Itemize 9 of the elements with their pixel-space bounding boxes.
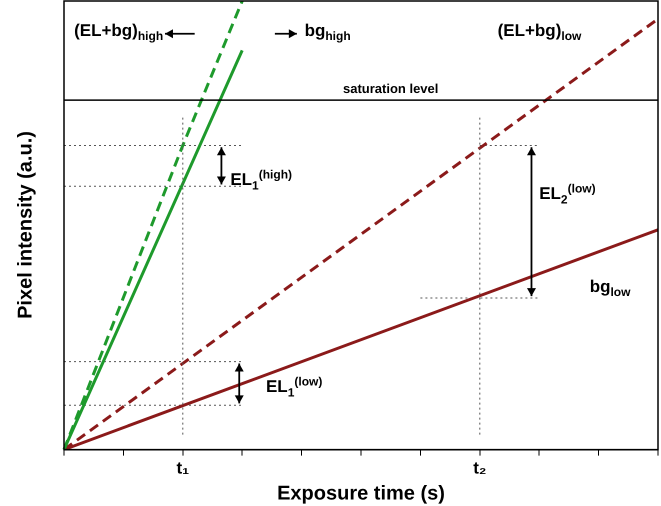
- ref-line-label: saturation level: [343, 81, 438, 96]
- annotation: bg$_{high}$: [304, 21, 351, 44]
- x-axis-title: Exposure time (s): [277, 482, 445, 505]
- annotation: bg$_{low}$: [590, 276, 630, 300]
- annotation: (EL+bg)$_{high}$: [74, 21, 164, 44]
- x-tick-label: t₁: [176, 458, 190, 478]
- x-tick-label: t₂: [473, 458, 486, 478]
- annotation: (EL+bg)$_{low}$: [498, 21, 582, 44]
- y-axis-title: Pixel intensity (a.u.): [14, 131, 38, 320]
